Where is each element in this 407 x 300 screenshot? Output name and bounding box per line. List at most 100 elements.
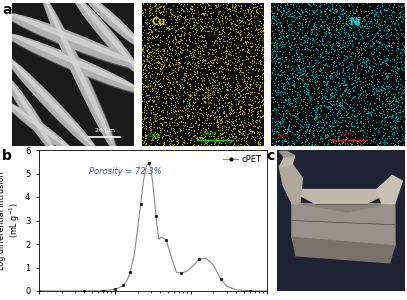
Point xyxy=(139,38,145,43)
Point xyxy=(214,119,220,124)
Point xyxy=(216,9,222,14)
Point xyxy=(212,27,218,32)
Point xyxy=(221,104,228,109)
Point xyxy=(301,81,308,86)
Point xyxy=(145,98,151,103)
Point xyxy=(360,25,367,29)
Point xyxy=(309,73,315,78)
Point xyxy=(248,97,255,102)
Point xyxy=(160,88,167,93)
Point xyxy=(193,118,199,123)
Point xyxy=(318,96,325,101)
Point xyxy=(218,94,224,99)
Point xyxy=(214,120,221,124)
Point xyxy=(227,140,234,144)
Point xyxy=(170,137,177,142)
Point xyxy=(361,90,368,94)
Point xyxy=(311,10,317,15)
Point xyxy=(201,5,208,10)
Point xyxy=(337,16,343,21)
Point xyxy=(138,11,145,16)
Point xyxy=(165,80,171,85)
Point xyxy=(364,34,370,39)
Point xyxy=(239,69,246,74)
Point xyxy=(331,128,338,132)
Point xyxy=(165,136,172,141)
Point xyxy=(391,41,398,46)
Point xyxy=(295,4,302,8)
Point xyxy=(254,46,260,51)
Point xyxy=(249,67,256,72)
Point xyxy=(187,102,194,107)
Point xyxy=(305,81,311,86)
Point xyxy=(183,61,190,65)
Point xyxy=(247,82,254,87)
Point xyxy=(353,118,359,123)
Point xyxy=(183,96,190,100)
Point xyxy=(174,14,181,19)
Point xyxy=(311,112,318,117)
Point xyxy=(363,62,369,67)
Point xyxy=(156,38,163,42)
Point xyxy=(206,3,212,8)
Point xyxy=(258,47,265,52)
Point xyxy=(330,102,337,106)
Point xyxy=(331,15,337,20)
Point xyxy=(294,31,301,35)
Point xyxy=(384,141,390,146)
Point xyxy=(151,111,158,116)
Point xyxy=(308,110,314,114)
Point xyxy=(341,34,347,39)
Point xyxy=(218,36,225,41)
Point xyxy=(185,30,191,35)
Point xyxy=(334,54,340,59)
Point xyxy=(311,91,317,96)
Point xyxy=(172,18,179,22)
Point xyxy=(355,1,361,5)
Point xyxy=(285,64,291,69)
Point xyxy=(240,7,247,12)
Point xyxy=(215,12,221,16)
Point xyxy=(240,131,246,136)
Point xyxy=(319,86,326,91)
Point xyxy=(356,87,363,92)
Point xyxy=(291,142,297,147)
Point xyxy=(325,129,331,134)
Point xyxy=(373,38,379,43)
Point xyxy=(200,48,206,53)
Point xyxy=(152,65,158,70)
Point xyxy=(369,20,375,25)
Point xyxy=(147,10,153,15)
Point xyxy=(329,5,335,10)
Polygon shape xyxy=(290,190,395,204)
Point xyxy=(223,92,230,97)
Point xyxy=(380,108,387,113)
Point xyxy=(235,100,242,105)
Text: Cu: Cu xyxy=(151,17,166,27)
Point xyxy=(153,112,160,117)
Point xyxy=(334,128,341,133)
Point xyxy=(248,73,254,78)
Point xyxy=(358,113,364,118)
Point xyxy=(268,50,275,54)
Point xyxy=(220,56,226,61)
Point xyxy=(327,74,333,78)
Point xyxy=(365,20,372,25)
Point xyxy=(152,131,159,136)
Point xyxy=(340,72,347,77)
Point xyxy=(395,14,402,19)
Point xyxy=(372,112,379,117)
Point xyxy=(325,54,331,59)
Point xyxy=(365,30,371,35)
Point xyxy=(335,1,342,6)
Point xyxy=(155,28,162,33)
Point xyxy=(164,52,171,57)
Point xyxy=(275,139,282,143)
Point xyxy=(284,108,291,113)
Point xyxy=(182,108,189,113)
Point xyxy=(365,109,371,114)
Point xyxy=(272,61,279,66)
Point xyxy=(213,69,220,74)
Point xyxy=(290,28,296,33)
Point xyxy=(273,44,279,49)
